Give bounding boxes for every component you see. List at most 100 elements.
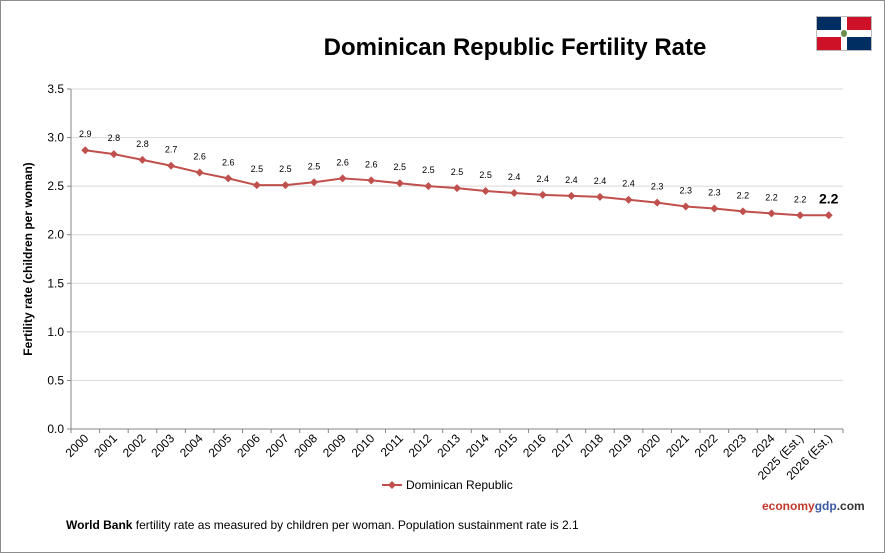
data-label: 2.2: [765, 192, 778, 202]
data-label: 2.6: [193, 152, 206, 162]
data-label: 2.6: [336, 157, 349, 167]
data-point: [653, 198, 662, 207]
data-label: 2.5: [308, 161, 321, 171]
data-point: [395, 179, 404, 188]
legend: Dominican Republic: [382, 478, 513, 492]
data-point: [538, 190, 547, 199]
series-layer: [81, 146, 833, 220]
data-label: 2.5: [451, 167, 464, 177]
flag-red-bottom-left: [817, 37, 841, 50]
x-tick-label: 2010: [349, 431, 378, 460]
x-tick-label: 2003: [148, 431, 177, 460]
flag-blue-bottom-right: [847, 37, 871, 50]
footnote: World Bank fertility rate as measured by…: [66, 518, 579, 532]
data-point: [338, 174, 347, 183]
data-point: [138, 155, 147, 164]
y-tick-label: 2.5: [47, 179, 64, 193]
x-tick-label: 2023: [720, 431, 749, 460]
x-tick-label: 2014: [463, 431, 492, 460]
x-tick-label: 2013: [434, 431, 463, 460]
data-point: [281, 181, 290, 190]
data-label: 2.3: [679, 186, 692, 196]
data-point: [81, 146, 90, 155]
x-tick-label: 2022: [692, 431, 721, 460]
data-label: 2.7: [165, 145, 178, 155]
data-point: [624, 195, 633, 204]
x-tick-label: 2017: [549, 431, 578, 460]
brand-part-gdp: gdp: [814, 499, 837, 513]
y-tick-label: 3.0: [47, 131, 64, 145]
x-tick-label: 2019: [606, 431, 635, 460]
data-label: 2.5: [479, 170, 492, 180]
data-labels: 2.9 2.8 2.8 2.7 2.6 2.6 2.5 2.5 2.5 2.6 2.6 2.5 2.5 2…: [79, 129, 839, 206]
data-label: 2.4: [508, 172, 521, 182]
brand-part-com: .com: [836, 499, 865, 513]
x-tick-label: 2011: [378, 431, 406, 459]
x-tick-label: 2002: [120, 431, 149, 460]
data-point: [796, 211, 805, 220]
data-point: [310, 178, 319, 187]
x-tick-label: 2021: [663, 431, 692, 460]
data-label: 2.5: [422, 165, 435, 175]
data-label: 2.4: [537, 174, 550, 184]
data-label: 2.4: [622, 179, 635, 189]
data-label: 2.2: [737, 190, 750, 200]
data-point: [109, 150, 118, 159]
footnote-text: fertility rate as measured by children p…: [132, 518, 579, 532]
data-label: 2.2: [794, 194, 807, 204]
y-tick-label: 0.5: [47, 373, 64, 387]
data-label: 2.4: [565, 175, 578, 185]
data-point: [567, 191, 576, 200]
data-label: 2.6: [222, 157, 235, 167]
y-tick-label: 2.0: [47, 228, 64, 242]
flag-red-top-right: [847, 17, 871, 30]
data-point: [367, 176, 376, 185]
x-tick-label: 2007: [263, 431, 292, 460]
gridlines: [71, 88, 843, 381]
data-label: 2.6: [365, 159, 378, 169]
x-tick-label: 2005: [206, 431, 235, 460]
data-label: 2.8: [108, 133, 121, 143]
data-point: [167, 161, 176, 170]
data-point: [252, 181, 261, 190]
data-label: 2.3: [708, 187, 721, 197]
x-tick-label: 2015: [492, 431, 521, 460]
data-point: [681, 202, 690, 211]
flag-emblem: [841, 30, 847, 37]
x-tick-label: 2020: [634, 431, 663, 460]
data-point: [481, 187, 490, 195]
data-point: [824, 211, 833, 220]
y-axis-title: Fertility rate (children per woman): [21, 162, 35, 355]
data-label: 2.5: [251, 164, 264, 174]
y-tick-label: 1.0: [47, 325, 64, 339]
chart-title: Dominican Republic Fertility Rate: [323, 34, 707, 61]
data-point: [738, 207, 747, 216]
data-label-latest: 2.2: [819, 190, 839, 206]
brand-link[interactable]: economygdp.com: [762, 499, 865, 513]
data-point: [224, 174, 233, 183]
data-point: [767, 209, 776, 218]
x-tick-label: 2004: [177, 431, 206, 460]
brand-part-economy: economy: [762, 499, 815, 513]
x-tick-label: 2012: [406, 431, 435, 460]
y-tick-label: 1.5: [47, 276, 64, 290]
data-point: [510, 188, 519, 197]
x-tick-label: 2006: [234, 431, 263, 460]
flag-blue-top-left: [817, 17, 841, 30]
footnote-source: World Bank: [66, 518, 133, 532]
data-label: 2.4: [594, 176, 607, 186]
data-label: 2.9: [79, 129, 92, 139]
data-label: 2.5: [394, 162, 407, 172]
dominican-republic-flag-icon: [816, 16, 872, 51]
y-tick-label: 3.5: [47, 82, 64, 96]
y-tick-label: 0.0: [47, 422, 64, 436]
data-label: 2.3: [651, 182, 664, 192]
x-tick-label: 2018: [577, 431, 606, 460]
x-tick-label: 2001: [91, 431, 120, 460]
data-point: [453, 184, 461, 193]
legend-marker: [388, 481, 396, 489]
data-point: [595, 192, 604, 201]
data-label: 2.8: [136, 139, 149, 149]
